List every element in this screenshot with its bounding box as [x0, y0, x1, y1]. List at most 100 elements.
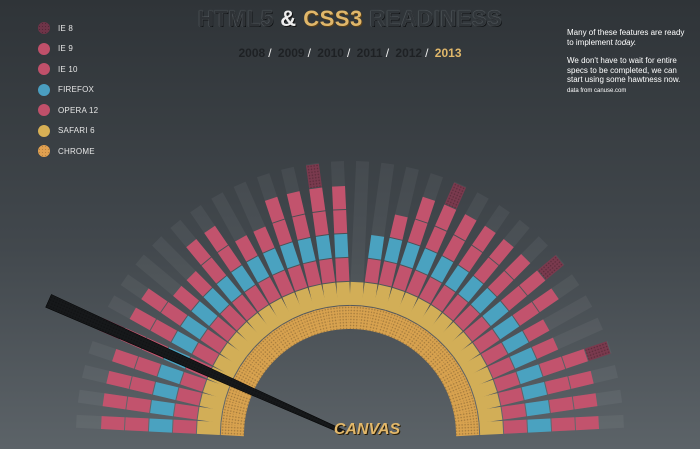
support-segment-safari[interactable] [396, 292, 418, 319]
support-segment-opera[interactable] [258, 277, 281, 304]
support-segment-ie9[interactable] [415, 196, 436, 223]
support-segment-safari[interactable] [247, 312, 273, 339]
support-segment-opera[interactable] [406, 270, 428, 297]
support-segment-ie9[interactable] [575, 416, 600, 431]
support-segment-firefox[interactable] [492, 315, 520, 340]
support-segment-firefox[interactable] [525, 400, 550, 417]
support-segment-safari[interactable] [228, 332, 255, 357]
support-segment-safari[interactable] [373, 284, 392, 310]
support-segment-ie10[interactable] [407, 219, 428, 246]
support-segment-ie10[interactable] [425, 226, 447, 253]
support-segment-ie10[interactable] [126, 396, 151, 413]
support-segment-ie9[interactable] [204, 225, 228, 253]
support-segment-safari[interactable] [479, 420, 504, 435]
support-segment-firefox[interactable] [458, 275, 484, 303]
support-segment-firefox[interactable] [191, 301, 218, 326]
support-segment-ie10[interactable] [134, 356, 161, 377]
support-segment-safari[interactable] [460, 354, 487, 378]
support-segment-safari[interactable] [427, 312, 453, 339]
support-segment-firefox[interactable] [157, 364, 184, 385]
support-segment-ie9[interactable] [332, 185, 347, 210]
support-segment-opera[interactable] [501, 403, 527, 420]
support-segment-opera[interactable] [244, 285, 269, 312]
support-segment-opera[interactable] [493, 372, 520, 392]
support-segment-ie10[interactable] [544, 376, 571, 395]
support-segment-ie10[interactable] [512, 302, 540, 326]
support-segment-ie10[interactable] [458, 245, 483, 272]
support-segment-opera[interactable] [303, 261, 322, 287]
support-segment-ie9[interactable] [489, 239, 514, 266]
support-segment-safari[interactable] [258, 304, 283, 332]
support-segment-safari[interactable] [295, 287, 315, 314]
support-segment-ie9[interactable] [129, 307, 157, 331]
support-segment-ie10[interactable] [487, 271, 514, 297]
support-segment-firefox[interactable] [148, 418, 173, 433]
support-segment-opera[interactable] [364, 258, 381, 284]
support-segment-firefox[interactable] [400, 242, 420, 269]
support-segment-ie9[interactable] [454, 214, 477, 241]
support-segment-ie9[interactable] [286, 191, 305, 217]
support-segment-firefox[interactable] [152, 382, 179, 400]
support-segment-ie9[interactable] [141, 288, 168, 313]
support-segment-ie10[interactable] [235, 235, 258, 262]
support-segment-firefox[interactable] [280, 242, 300, 269]
year-2008[interactable]: 2008 [238, 46, 266, 60]
support-segment-safari[interactable] [199, 393, 226, 412]
support-segment-safari[interactable] [471, 379, 498, 400]
support-segment-opera[interactable] [209, 316, 236, 342]
support-segment-ie10[interactable] [500, 285, 527, 311]
support-segment-safari[interactable] [437, 322, 463, 348]
support-segment-opera[interactable] [473, 329, 500, 354]
support-segment-safari[interactable] [417, 304, 442, 332]
support-segment-firefox[interactable] [231, 265, 255, 292]
support-segment-ie10[interactable] [160, 302, 188, 326]
support-segment-opera[interactable] [481, 342, 508, 366]
support-segment-safari[interactable] [196, 420, 221, 435]
support-segment-ie10[interactable] [129, 376, 156, 395]
support-segment-ie10[interactable] [253, 226, 275, 253]
support-segment-safari[interactable] [322, 282, 339, 308]
support-segment-ie9[interactable] [100, 416, 125, 431]
support-segment-safari[interactable] [202, 379, 229, 400]
support-segment-ie10[interactable] [272, 219, 293, 246]
support-segment-opera[interactable] [287, 265, 308, 292]
support-segment-ie9[interactable] [264, 196, 285, 223]
support-segment-safari[interactable] [349, 281, 364, 306]
year-2010[interactable]: 2010 [317, 46, 344, 60]
support-segment-firefox[interactable] [502, 331, 529, 354]
support-segment-opera[interactable] [454, 305, 480, 331]
support-segment-safari[interactable] [213, 354, 240, 378]
support-segment-firefox[interactable] [150, 400, 175, 417]
support-segment-ie10[interactable] [389, 214, 408, 240]
support-segment-ie10[interactable] [292, 214, 311, 240]
support-segment-firefox[interactable] [509, 347, 537, 369]
support-segment-opera[interactable] [443, 294, 468, 321]
support-segment-ie9[interactable] [568, 370, 594, 389]
support-segment-firefox[interactable] [384, 237, 403, 264]
support-segment-firefox[interactable] [203, 288, 229, 314]
support-segment-safari[interactable] [477, 406, 503, 424]
support-segment-opera[interactable] [392, 265, 413, 292]
support-segment-opera[interactable] [498, 387, 524, 406]
support-segment-opera[interactable] [419, 277, 442, 304]
support-segment-opera[interactable] [176, 387, 202, 406]
support-segment-ie9[interactable] [309, 187, 326, 213]
support-segment-ie9[interactable] [186, 239, 211, 266]
support-segment-opera[interactable] [503, 419, 528, 434]
support-segment-ie10[interactable] [549, 396, 574, 413]
support-segment-ie10[interactable] [312, 211, 329, 236]
support-segment-ie9[interactable] [532, 288, 559, 313]
support-segment-opera[interactable] [232, 294, 257, 321]
support-segment-firefox[interactable] [516, 364, 543, 385]
support-segment-ie10[interactable] [201, 257, 227, 284]
support-segment-safari[interactable] [445, 332, 472, 357]
year-2011[interactable]: 2011 [356, 46, 383, 60]
support-segment-ie10[interactable] [124, 417, 149, 432]
support-segment-firefox[interactable] [368, 235, 385, 260]
support-segment-ie9[interactable] [112, 348, 139, 369]
support-segment-firefox[interactable] [430, 256, 454, 283]
support-segment-ie9[interactable] [472, 225, 496, 253]
support-segment-opera[interactable] [488, 357, 515, 379]
support-segment-opera[interactable] [200, 329, 227, 354]
support-segment-safari[interactable] [282, 292, 304, 319]
